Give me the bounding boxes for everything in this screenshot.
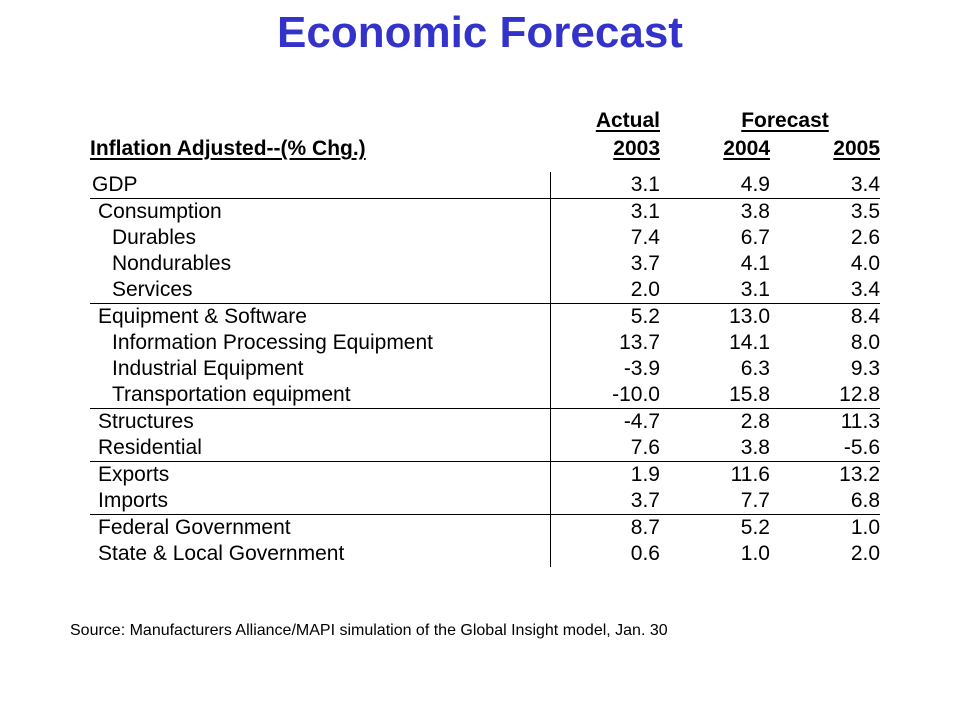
- group-header-row: Actual Forecast: [90, 108, 880, 136]
- value-cell-2003: 8.7: [549, 514, 660, 541]
- value-cell-2004: 6.7: [740, 226, 770, 249]
- year-label: 2004: [723, 137, 770, 160]
- table-row: Equipment & Software 5.2 13.0 8.4: [90, 303, 881, 330]
- table-row: Services 2.0 3.1 3.4: [90, 277, 880, 304]
- table-row: Federal Government 8.7 5.2 1.0: [90, 514, 881, 541]
- value-cell-2003: 3.7: [549, 488, 660, 515]
- value-cell-2003: 2.0: [549, 277, 660, 304]
- value-cell-2003: -3.9: [549, 356, 660, 382]
- forecast-table-container: Actual Forecast Inflation Adjusted--(% C…: [90, 108, 881, 567]
- row-label: Nondurables: [112, 252, 232, 275]
- row-label: Federal Government: [90, 514, 550, 541]
- value-cell-2004: 3.8: [740, 436, 770, 459]
- value-cell-2004: 3.8: [660, 198, 770, 225]
- value-cell-2003: 7.4: [549, 225, 660, 251]
- value-cell-2004: 6.3: [740, 357, 770, 380]
- value-cell-2003: 3.7: [549, 251, 660, 277]
- value-cell-2005: 8.4: [770, 303, 881, 330]
- table-row: Residential 7.6 3.8 -5.6: [90, 435, 880, 462]
- table-row: Industrial Equipment -3.9 6.3 9.3: [90, 356, 880, 382]
- value-cell-2005: 4.0: [850, 252, 881, 275]
- row-label: Residential: [98, 436, 202, 459]
- value-cell-2003: 13.7: [549, 330, 660, 356]
- value-cell-2005: 9.3: [850, 357, 881, 380]
- value-cell-2005: 2.6: [850, 226, 881, 249]
- group-header-forecast-label: Forecast: [741, 109, 829, 132]
- value-cell-2003: 5.2: [549, 303, 660, 330]
- value-cell-2004: 4.1: [740, 252, 770, 275]
- source-note: Source: Manufacturers Alliance/MAPI simu…: [70, 622, 668, 639]
- value-cell-2003: 7.6: [549, 435, 660, 462]
- row-label: Industrial Equipment: [112, 357, 304, 380]
- value-cell-2004: 15.8: [729, 383, 770, 406]
- value-cell-2004: 2.8: [660, 408, 770, 435]
- year-header-2003: 2003: [550, 136, 660, 172]
- group-header-actual-label: Actual: [595, 109, 660, 132]
- table-row: Transportation equipment -10.0 15.8 12.8: [90, 382, 880, 409]
- table-body: GDP 3.1 4.9 3.4 Consumption 3.1 3.8 3.5 Durables…: [90, 172, 881, 567]
- row-label: State & Local Government: [98, 542, 345, 565]
- group-header-forecast: Forecast: [660, 108, 880, 136]
- row-label: Information Processing Equipment: [112, 331, 433, 354]
- year-header-2005: 2005: [770, 136, 880, 172]
- row-label: Structures: [90, 408, 550, 435]
- value-cell-2005: 3.4: [850, 278, 881, 301]
- value-cell-2003: 3.1: [549, 172, 660, 199]
- forecast-table: Actual Forecast Inflation Adjusted--(% C…: [90, 108, 881, 567]
- row-header-label: Inflation Adjusted--(% Chg.): [90, 137, 366, 160]
- year-header-2004: 2004: [660, 136, 770, 172]
- table-row: Exports 1.9 11.6 13.2: [90, 461, 881, 488]
- value-cell-2004: 3.1: [740, 278, 770, 301]
- value-cell-2004: 11.6: [660, 461, 770, 488]
- year-label: 2005: [833, 137, 881, 160]
- table-row: Consumption 3.1 3.8 3.5: [90, 198, 881, 225]
- value-cell-2005: 3.5: [770, 198, 881, 225]
- group-header-spacer: [90, 108, 550, 136]
- group-header-actual: Actual: [550, 108, 660, 136]
- table-row: Imports 3.7 7.7 6.8: [90, 488, 880, 515]
- row-label: Exports: [90, 461, 550, 488]
- value-cell-2004: 1.0: [740, 542, 770, 565]
- value-cell-2004: 5.2: [660, 514, 770, 541]
- row-label: Consumption: [90, 198, 550, 225]
- row-label: Transportation equipment: [112, 383, 351, 406]
- table-row: Structures -4.7 2.8 11.3: [90, 408, 881, 435]
- value-cell-2003: 3.1: [549, 198, 660, 225]
- value-cell-2003: 1.9: [549, 461, 660, 488]
- row-label: Imports: [98, 489, 169, 512]
- row-header: Inflation Adjusted--(% Chg.): [90, 136, 550, 172]
- table-row: GDP 3.1 4.9 3.4: [90, 172, 880, 199]
- table-row: Nondurables 3.7 4.1 4.0: [90, 251, 880, 277]
- value-cell-2005: 3.4: [850, 173, 881, 196]
- row-label: Equipment & Software: [90, 303, 550, 330]
- value-cell-2005: 12.8: [839, 383, 881, 406]
- value-cell-2003: -4.7: [549, 408, 660, 435]
- value-cell-2005: 6.8: [850, 489, 881, 512]
- value-cell-2004: 7.7: [740, 489, 770, 512]
- row-label: GDP: [92, 173, 138, 196]
- value-cell-2004: 14.1: [729, 331, 770, 354]
- table-row: Durables 7.4 6.7 2.6: [90, 225, 880, 251]
- value-cell-2003: 0.6: [549, 541, 660, 567]
- value-cell-2005: 13.2: [770, 461, 881, 488]
- value-cell-2005: -5.6: [843, 436, 881, 459]
- value-cell-2005: 2.0: [850, 542, 881, 565]
- year-label: 2003: [613, 137, 660, 160]
- row-label: Services: [112, 278, 193, 301]
- value-cell-2004: 13.0: [660, 303, 770, 330]
- table-row: Information Processing Equipment 13.7 14.1…: [90, 330, 880, 356]
- value-cell-2005: 8.0: [850, 331, 881, 354]
- value-cell-2005: 1.0: [770, 514, 881, 541]
- value-cell-2004: 4.9: [740, 173, 770, 196]
- value-cell-2005: 11.3: [770, 408, 881, 435]
- value-cell-2003: -10.0: [549, 382, 660, 409]
- table-row: State & Local Government 0.6 1.0 2.0: [90, 541, 880, 567]
- page-title: Economic Forecast: [277, 8, 683, 57]
- year-header-row: Inflation Adjusted--(% Chg.) 2003 2004 2…: [90, 136, 880, 172]
- row-label: Durables: [112, 226, 197, 249]
